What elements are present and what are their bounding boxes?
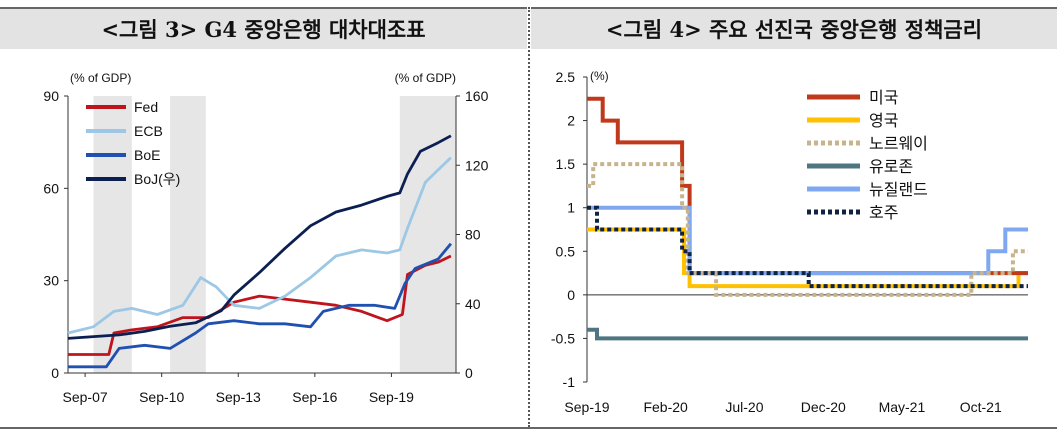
x-tick-label: Oct-21 — [960, 399, 1002, 415]
y-tick-label: 1.5 — [556, 156, 576, 172]
series-line-4 — [587, 205, 1028, 276]
right-y-tick-label: 0 — [465, 365, 473, 381]
x-tick-label: Sep-13 — [216, 389, 261, 405]
left-axis-unit: (% of GDP) — [70, 71, 131, 85]
legend-label: 뉴질랜드 — [869, 181, 928, 199]
legend-label: BoJ(우) — [134, 171, 180, 187]
x-tick-label: Dec-20 — [801, 399, 846, 415]
legend-label: Fed — [134, 99, 158, 115]
y-tick-label: -0.5 — [551, 330, 575, 346]
y-tick-label: 0.5 — [556, 243, 576, 259]
left-y-tick-label: 90 — [43, 88, 59, 104]
series-line-5 — [587, 205, 1028, 289]
x-tick-label: Sep-19 — [369, 389, 414, 405]
left-y-tick-label: 30 — [43, 273, 59, 289]
series-line-1 — [587, 227, 1028, 289]
left-y-tick-label: 60 — [43, 180, 59, 196]
right-y-tick-label: 80 — [465, 227, 481, 243]
panel-divider — [528, 7, 530, 427]
legend-label: 유로존 — [869, 159, 913, 176]
x-tick-label: Sep-19 — [564, 399, 609, 415]
series-line-2 — [68, 242, 452, 369]
y-axis-unit: (%) — [590, 69, 609, 83]
series-line-3 — [67, 134, 452, 340]
legend-label: 영국 — [869, 112, 898, 130]
y-tick-label: 0 — [567, 287, 575, 303]
right-y-tick-label: 40 — [465, 296, 481, 312]
x-tick-label: Sep-07 — [63, 389, 108, 405]
y-tick-label: 2.5 — [556, 69, 576, 85]
legend-label: 호주 — [869, 205, 898, 222]
legend-label: BoE — [134, 147, 160, 163]
x-tick-label: May-21 — [879, 399, 926, 415]
legend-label: 노르웨이 — [869, 135, 928, 153]
legend-label: ECB — [134, 123, 163, 139]
y-tick-label: 2 — [567, 113, 575, 129]
bottom-rule — [0, 427, 1057, 429]
x-tick-label: Sep-10 — [139, 389, 184, 405]
series-line-0 — [68, 254, 452, 356]
right-y-tick-label: 120 — [465, 157, 489, 173]
series-line-0 — [587, 96, 1028, 276]
series-line-3 — [587, 327, 1028, 341]
left-panel-title: <그림 3> G4 중앙은행 대차대조표 — [0, 7, 527, 49]
right-axis-unit: (% of GDP) — [395, 71, 456, 85]
shaded-period-2 — [399, 96, 456, 373]
y-tick-label: 1 — [567, 200, 575, 216]
left-y-tick-label: 0 — [51, 365, 59, 381]
series-line-2 — [587, 162, 1028, 297]
right-y-tick-label: 160 — [465, 88, 489, 104]
shaded-period-0 — [93, 96, 132, 373]
x-tick-label: Jul-20 — [725, 399, 763, 415]
series-line-1 — [67, 156, 452, 335]
legend-label: 미국 — [869, 89, 898, 107]
x-tick-label: Feb-20 — [643, 399, 688, 415]
right-panel-title: <그림 4> 주요 선진국 중앙은행 정책금리 — [531, 7, 1057, 49]
x-tick-label: Sep-16 — [292, 389, 337, 405]
y-tick-label: -1 — [563, 374, 576, 390]
